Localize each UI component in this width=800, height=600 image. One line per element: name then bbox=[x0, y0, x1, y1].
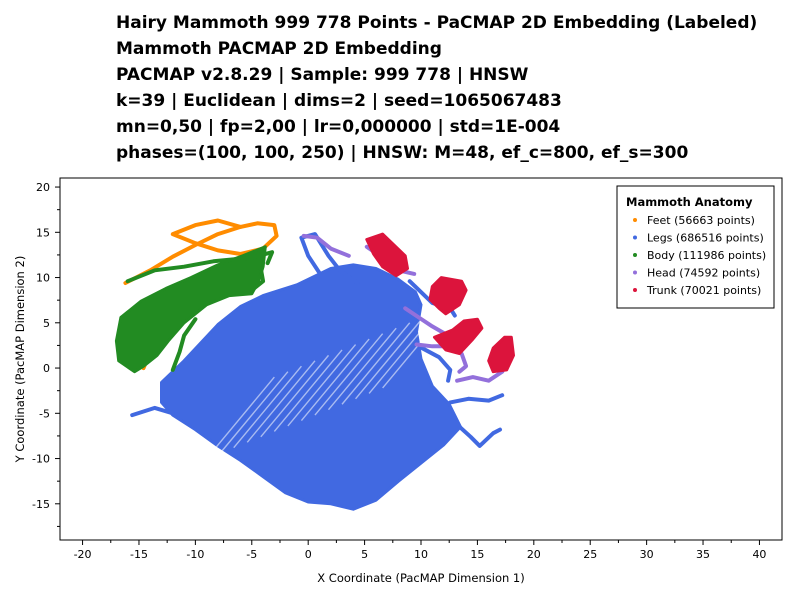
title-line-2: Mammoth PACMAP 2D Embedding bbox=[116, 39, 442, 59]
legs-streak bbox=[327, 327, 397, 411]
legs-streak bbox=[314, 333, 384, 416]
x-tick-label: 25 bbox=[583, 548, 597, 561]
x-tick-label: -10 bbox=[186, 548, 204, 561]
legend-marker bbox=[633, 218, 637, 222]
legs-streak bbox=[246, 360, 316, 443]
legs-strand-1 bbox=[299, 232, 360, 285]
body-strand-3 bbox=[249, 266, 266, 293]
legs-strand-5 bbox=[450, 418, 502, 448]
legend-label: Feet (56663 points) bbox=[647, 214, 755, 227]
legs-strand-6 bbox=[130, 405, 175, 418]
trunk-region-1 bbox=[428, 276, 468, 316]
legs-streak bbox=[355, 316, 424, 400]
legend: Mammoth Anatomy Feet (56663 points) Legs … bbox=[616, 185, 775, 309]
y-axis-title: Y Coordinate (PacMAP Dimension 2) bbox=[13, 256, 27, 464]
x-tick-label: 40 bbox=[752, 548, 766, 561]
x-tick-label: 10 bbox=[414, 548, 428, 561]
legend-box bbox=[616, 185, 775, 309]
x-axis-title: X Coordinate (PacMAP Dimension 1) bbox=[317, 571, 524, 585]
title-block: Hairy Mammoth 999 778 Points - PaCMAP 2D… bbox=[116, 10, 757, 166]
legend-marker bbox=[633, 253, 637, 257]
legs-streak bbox=[260, 354, 330, 438]
legend-label: Legs (686516 points) bbox=[647, 232, 764, 245]
y-tick-label: 10 bbox=[36, 272, 50, 285]
legs-streak bbox=[341, 322, 411, 405]
title-line-3: PACMAP v2.8.29 | Sample: 999 778 | HNSW bbox=[116, 65, 529, 85]
body-strand-2 bbox=[170, 317, 198, 372]
legend-marker bbox=[633, 235, 637, 240]
head-strand-4 bbox=[455, 369, 505, 383]
legs-streak bbox=[287, 344, 357, 427]
series-body bbox=[114, 245, 275, 374]
x-tick-label: 20 bbox=[527, 548, 541, 561]
legs-streak bbox=[368, 311, 438, 394]
body-region-0 bbox=[114, 245, 267, 374]
x-tick-label: -20 bbox=[74, 548, 92, 561]
axis-layer: -20 -15 -10 -5 0 5 10 15 20 25 30 35 40 20 15 10 5 0 -5 -10… bbox=[32, 181, 766, 561]
title-line-1: Hairy Mammoth 999 778 Points - PaCMAP 2D… bbox=[116, 13, 758, 33]
legs-streak bbox=[382, 306, 451, 389]
x-tick-label: -15 bbox=[130, 548, 148, 561]
legend-label: Trunk (70021 points) bbox=[646, 284, 761, 297]
series-legs bbox=[130, 232, 505, 511]
legs-streak bbox=[300, 338, 370, 421]
legend-label: Head (74592 points) bbox=[647, 267, 760, 280]
x-tick-label: 5 bbox=[361, 548, 368, 561]
y-tick-label: 5 bbox=[43, 317, 50, 330]
y-tick-label: 15 bbox=[36, 226, 50, 239]
feet-strand-0 bbox=[123, 218, 279, 285]
x-tick-label: 0 bbox=[305, 548, 312, 561]
legs-strand-4 bbox=[448, 393, 505, 405]
trunk-region-2 bbox=[433, 317, 484, 356]
legend-marker bbox=[633, 270, 637, 275]
title-line-4: k=39 | Euclidean | dims=2 | seed=1065067… bbox=[116, 91, 562, 111]
title-line-6: phases=(100, 100, 250) | HNSW: M=48, ef_… bbox=[116, 143, 689, 163]
y-tick-label: 0 bbox=[43, 362, 50, 375]
legs-strand-3 bbox=[416, 344, 453, 383]
y-tick-label: -10 bbox=[32, 453, 50, 466]
legs-streak bbox=[273, 349, 343, 432]
x-tick-label: -5 bbox=[246, 548, 257, 561]
y-tick-label: -5 bbox=[39, 407, 50, 420]
x-tick-label: 35 bbox=[696, 548, 710, 561]
legend-items: Feet (56663 points) Legs (686516 points) B… bbox=[633, 214, 766, 297]
legend-label: Body (111986 points) bbox=[647, 249, 766, 262]
x-tick-label: 15 bbox=[470, 548, 484, 561]
x-tick-label: 30 bbox=[640, 548, 654, 561]
y-tick-label: 20 bbox=[36, 181, 50, 194]
body-strand-1 bbox=[125, 250, 275, 284]
trunk-region-0 bbox=[365, 232, 409, 278]
legs-streak bbox=[206, 376, 275, 459]
legs-streak bbox=[233, 365, 302, 449]
legend-title: Mammoth Anatomy bbox=[626, 195, 753, 209]
legend-marker bbox=[633, 288, 637, 292]
y-tick-label: -15 bbox=[32, 498, 50, 511]
trunk-region-3 bbox=[487, 335, 515, 374]
data-layer bbox=[114, 218, 515, 511]
series-trunk bbox=[365, 232, 515, 374]
head-strand-0 bbox=[301, 233, 351, 258]
legs-streak bbox=[219, 371, 289, 454]
title-line-5: mn=0,50 | fp=2,00 | lr=0,000000 | std=1E… bbox=[116, 117, 561, 137]
